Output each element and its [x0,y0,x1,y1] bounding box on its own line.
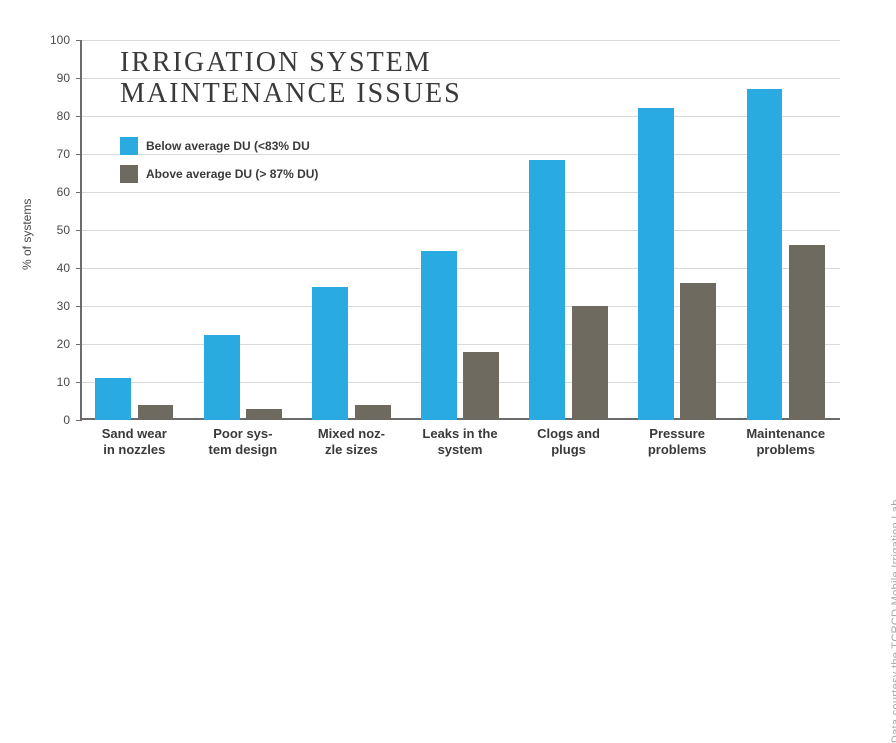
legend-label-below: Below average DU (<83% DU [146,139,310,153]
bars-layer [80,40,840,420]
x-tick-label: Sand wearin nozzles [80,426,189,459]
legend: Below average DU (<83% DU Above average … [120,137,318,193]
bar-below [747,89,783,420]
y-tick-mark [76,420,82,421]
y-tick-label: 60 [36,185,70,199]
y-tick-label: 50 [36,223,70,237]
credit-text: Data courtesy the TCRCD Mobile Irrigatio… [890,496,896,743]
legend-label-above: Above average DU (> 87% DU) [146,167,318,181]
x-tick-label: Pressureproblems [623,426,732,459]
y-tick-label: 70 [36,147,70,161]
bar-below [529,160,565,420]
bar-above [789,245,825,420]
bar-below [312,287,348,420]
bar-above [680,283,716,420]
y-tick-label: 30 [36,299,70,313]
x-tick-label: Mixed noz-zle sizes [297,426,406,459]
bar-below [204,335,240,421]
y-tick-label: 20 [36,337,70,351]
y-tick-label: 90 [36,71,70,85]
bar-above [572,306,608,420]
legend-swatch-above [120,165,138,183]
bar-below [421,251,457,420]
bar-below [95,378,131,420]
legend-item-below: Below average DU (<83% DU [120,137,318,155]
x-tick-label: Poor sys-tem design [189,426,298,459]
bar-above [355,405,391,420]
x-tick-label: Clogs andplugs [514,426,623,459]
y-axis-title: % of systems [20,199,34,270]
bar-above [246,409,282,420]
y-tick-label: 10 [36,375,70,389]
chart: % of systems 0102030405060708090100 IRRI… [0,0,896,504]
legend-swatch-below [120,137,138,155]
y-tick-label: 80 [36,109,70,123]
plot-area [80,40,840,420]
x-tick-label: Leaks in thesystem [406,426,515,459]
bar-below [638,108,674,420]
legend-item-above: Above average DU (> 87% DU) [120,165,318,183]
y-tick-label: 100 [36,33,70,47]
y-tick-label: 0 [36,413,70,427]
x-tick-label: Maintenanceproblems [731,426,840,459]
bar-above [138,405,174,420]
y-tick-label: 40 [36,261,70,275]
bar-above [463,352,499,420]
